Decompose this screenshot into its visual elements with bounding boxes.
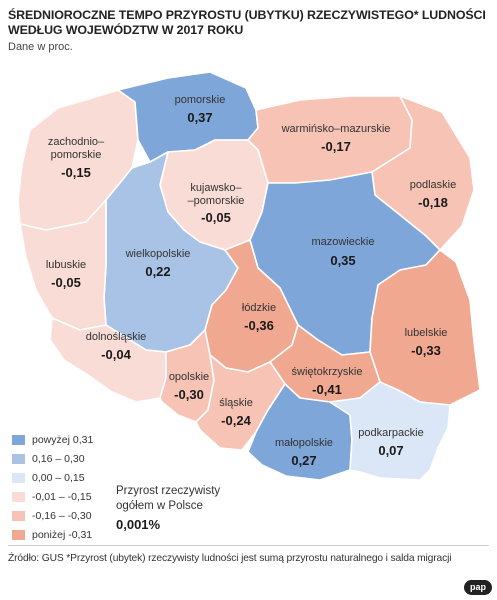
map-subtitle: Dane w proc. — [8, 41, 73, 53]
legend-item: 0,16 – 0,30 — [12, 450, 93, 468]
legend-item: poniżej -0,31 — [12, 526, 93, 544]
label-slaskie: śląskie — [219, 397, 253, 409]
label-lubuskie: lubuskie — [46, 259, 86, 271]
legend-label: -0,01 – -0,15 — [32, 491, 92, 503]
label-malopolskie: małopolskie — [275, 437, 333, 449]
label-kujawsko-pomorskie: kujawsko– –pomorskie — [188, 182, 245, 207]
title-line-1: ŚREDNIOROCZNE TEMPO PRZYROSTU (UBYTKU) R… — [8, 8, 486, 22]
value-zachodniopomorskie: -0,15 — [61, 165, 91, 180]
label-pomorskie: pomorskie — [175, 94, 226, 106]
region-podkarpackie — [329, 381, 451, 481]
pap-logo: pap — [464, 580, 492, 595]
value-kujawsko-pomorskie: -0,05 — [201, 210, 231, 225]
legend-swatch — [12, 454, 25, 464]
legend-swatch — [12, 492, 25, 502]
footer-divider — [8, 545, 489, 546]
legend-swatch — [12, 511, 25, 521]
region-slaskie — [195, 354, 286, 451]
value-opolskie: -0,30 — [174, 387, 204, 402]
legend-swatch — [12, 473, 25, 483]
poland-total-note: Przyrost rzeczywisty ogółem w Polsce — [116, 484, 220, 514]
label-dolnoslaskie: dolnośląskie — [86, 331, 147, 343]
value-wielkopolskie: 0,22 — [145, 264, 170, 279]
value-podlaskie: -0,18 — [418, 195, 448, 210]
label-podkarpackie: podkarpackie — [358, 427, 423, 439]
poland-note-line-1: Przyrost rzeczywisty — [116, 485, 221, 497]
value-podkarpackie: 0,07 — [378, 443, 403, 458]
legend: powyżej 0,31 0,16 – 0,30 0,00 – 0,15 -0,… — [12, 431, 93, 545]
label-wielkopolskie: wielkopolskie — [125, 248, 191, 260]
source-note: Źródło: GUS *Przyrost (ubytek) rzeczywis… — [8, 553, 452, 564]
legend-label: -0,16 – -0,30 — [32, 510, 92, 522]
label-opolskie: opolskie — [169, 371, 209, 383]
value-slaskie: -0,24 — [221, 413, 251, 428]
map-title: ŚREDNIOROCZNE TEMPO PRZYROSTU (UBYTKU) R… — [8, 8, 488, 38]
label-zachodniopomorskie: zachodnio– pomorskie — [48, 136, 105, 161]
region-lubuskie — [19, 199, 107, 331]
legend-item: -0,16 – -0,30 — [12, 507, 93, 525]
label-lodzkie: łódzkie — [242, 302, 276, 314]
title-line-2: WEDŁUG WOJEWÓDZTW W 2017 ROKU — [8, 23, 244, 37]
label-warminsko-mazurskie: warmińsko–mazurskie — [281, 123, 391, 135]
value-lodzkie: -0,36 — [244, 318, 274, 333]
label-swietokrzyskie: świętokrzyskie — [292, 366, 363, 378]
value-malopolskie: 0,27 — [291, 453, 316, 468]
label-podlaskie: podlaskie — [410, 179, 456, 191]
poland-note-line-2: ogółem w Polsce — [116, 500, 203, 512]
value-warminsko-mazurskie: -0,17 — [321, 139, 351, 154]
legend-item: powyżej 0,31 — [12, 431, 93, 449]
value-lubuskie: -0,05 — [51, 275, 81, 290]
legend-label: poniżej -0,31 — [32, 529, 93, 541]
value-dolnoslaskie: -0,04 — [101, 347, 131, 362]
legend-swatch — [12, 435, 25, 445]
value-mazowieckie: 0,35 — [330, 253, 355, 268]
value-swietokrzyskie: -0,41 — [312, 382, 342, 397]
legend-swatch — [12, 530, 25, 540]
value-lubelskie: -0,33 — [411, 343, 441, 358]
legend-label: powyżej 0,31 — [32, 434, 94, 446]
poland-total-value: 0,001% — [116, 517, 161, 532]
legend-item: -0,01 – -0,15 — [12, 488, 93, 506]
value-pomorskie: 0,37 — [187, 110, 212, 125]
label-mazowieckie: mazowieckie — [312, 236, 375, 248]
label-lubelskie: lubelskie — [405, 327, 448, 339]
legend-item: 0,00 – 0,15 — [12, 469, 93, 487]
legend-label: 0,16 – 0,30 — [32, 453, 85, 465]
legend-label: 0,00 – 0,15 — [32, 472, 85, 484]
